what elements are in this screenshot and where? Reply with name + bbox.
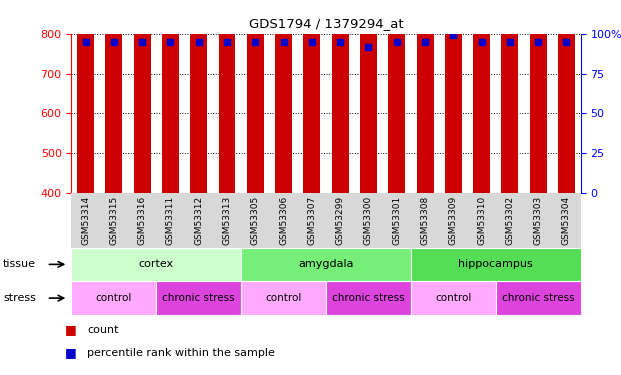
Bar	[106, 0, 122, 193]
Text: GSM53316: GSM53316	[138, 196, 147, 245]
Text: tissue: tissue	[3, 260, 36, 269]
Bar	[501, 0, 519, 193]
Text: GSM53315: GSM53315	[109, 196, 119, 245]
Text: GSM53304: GSM53304	[562, 196, 571, 245]
Bar	[417, 0, 433, 193]
Bar	[241, 248, 411, 281]
Text: GSM53313: GSM53313	[222, 196, 232, 245]
Bar	[326, 281, 411, 315]
Bar	[558, 0, 575, 193]
Text: chronic stress: chronic stress	[332, 293, 405, 303]
Text: count: count	[87, 325, 119, 335]
Text: GSM53311: GSM53311	[166, 196, 175, 245]
Text: GSM53306: GSM53306	[279, 196, 288, 245]
Bar	[445, 0, 462, 193]
Text: ■: ■	[65, 324, 77, 336]
Bar	[71, 248, 241, 281]
Bar	[190, 7, 207, 193]
Bar	[241, 281, 326, 315]
Text: GSM53305: GSM53305	[251, 196, 260, 245]
Text: control: control	[435, 293, 471, 303]
Bar	[275, 0, 292, 193]
Bar	[332, 0, 348, 193]
Text: chronic stress: chronic stress	[163, 293, 235, 303]
Text: percentile rank within the sample: percentile rank within the sample	[87, 348, 275, 357]
Text: GSM53302: GSM53302	[505, 196, 514, 245]
Text: GSM53301: GSM53301	[392, 196, 401, 245]
Text: GSM53310: GSM53310	[477, 196, 486, 245]
Bar	[219, 1, 235, 193]
Bar	[71, 281, 156, 315]
Text: hippocampus: hippocampus	[458, 260, 533, 269]
Text: chronic stress: chronic stress	[502, 293, 574, 303]
Bar	[162, 0, 179, 193]
Text: GSM53307: GSM53307	[307, 196, 316, 245]
Bar	[388, 0, 406, 193]
Bar	[473, 0, 490, 193]
Text: GSM53308: GSM53308	[420, 196, 430, 245]
Bar	[304, 0, 320, 193]
Bar	[134, 0, 151, 193]
Bar	[496, 281, 581, 315]
Text: GSM53299: GSM53299	[336, 196, 345, 245]
Text: ■: ■	[65, 346, 77, 359]
Text: GSM53300: GSM53300	[364, 196, 373, 245]
Text: control: control	[265, 293, 302, 303]
Text: GSM53314: GSM53314	[81, 196, 90, 245]
Text: stress: stress	[3, 293, 36, 303]
Text: cortex: cortex	[138, 260, 174, 269]
Bar	[411, 281, 496, 315]
Bar	[530, 0, 546, 193]
Text: GSM53309: GSM53309	[449, 196, 458, 245]
Bar	[77, 0, 94, 193]
Bar	[247, 0, 264, 193]
Text: GDS1794 / 1379294_at: GDS1794 / 1379294_at	[249, 17, 403, 30]
Bar	[156, 281, 241, 315]
Text: amygdala: amygdala	[298, 260, 354, 269]
Bar	[411, 248, 581, 281]
Text: GSM53303: GSM53303	[533, 196, 543, 245]
Text: GSM53312: GSM53312	[194, 196, 203, 245]
Text: control: control	[96, 293, 132, 303]
Bar	[360, 1, 377, 193]
